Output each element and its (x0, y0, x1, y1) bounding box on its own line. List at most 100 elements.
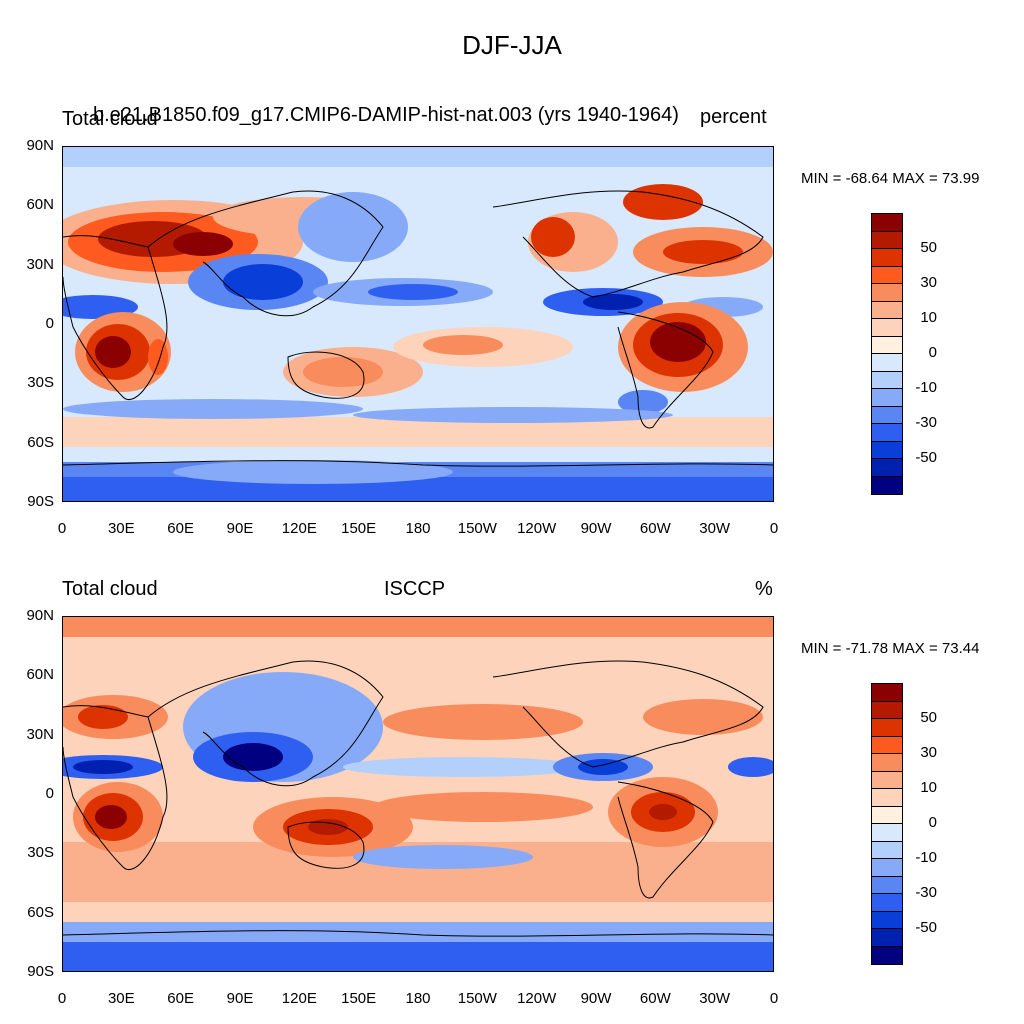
y-tick-label: 0 (45, 785, 54, 802)
y-tick-label: 60N (26, 196, 54, 214)
contour-map (62, 616, 774, 972)
x-tick-label: 120W (517, 990, 557, 1007)
colorbar-swatch (872, 719, 902, 737)
x-tick-label: 60E (167, 990, 194, 1007)
colorbar-swatch (872, 929, 902, 947)
x-tick-label: 90W (580, 520, 612, 537)
x-tick-label: 180 (405, 990, 431, 1007)
colorbar-label: 50 (920, 239, 937, 256)
colorbar-swatch (872, 946, 902, 964)
x-axis-labels: 0 30E 60E 90E 120E 150E 180 150W 120W 90W 60W 30W 0 (58, 990, 778, 1010)
colorbar-swatch (872, 336, 902, 354)
colorbar-swatch (872, 354, 902, 372)
colorbar-swatch (872, 684, 902, 702)
colorbar-labels: 50 30 10 0 -10 -30 -50 (905, 683, 945, 965)
colorbar-swatch (872, 771, 902, 789)
x-tick-label: 0 (57, 990, 67, 1007)
colorbar-swatch (872, 301, 902, 319)
y-tick-label: 90N (26, 137, 54, 154)
colorbar-swatch (872, 859, 902, 877)
colorbar-swatch (872, 214, 902, 232)
colorbar-label: 10 (920, 779, 937, 796)
panel-right-title: % (755, 578, 773, 600)
min-max-label: MIN = -71.78 MAX = 73.44 (801, 640, 980, 657)
y-axis-labels: 90N 60N 30N 0 30S 60S 90S (0, 607, 58, 980)
colorbar-label: -10 (915, 379, 937, 396)
colorbar (871, 683, 903, 965)
x-tick-label: 180 (405, 520, 431, 537)
colorbar-swatch (872, 319, 902, 337)
colorbar-label: 0 (928, 344, 937, 361)
y-tick-label: 30N (26, 725, 54, 743)
x-tick-label: 30E (107, 520, 135, 537)
colorbar-swatch (872, 459, 902, 477)
colorbar-label: -30 (915, 414, 937, 431)
x-tick-label: 60W (639, 990, 671, 1007)
x-tick-label: 120E (281, 520, 317, 537)
y-tick-label: 90S (27, 963, 54, 980)
x-tick-label: 0 (57, 520, 67, 537)
colorbar-swatch (872, 249, 902, 267)
x-tick-label: 120E (281, 990, 317, 1007)
min-max-label: MIN = -68.64 MAX = 73.99 (801, 170, 980, 187)
colorbar-label: -50 (915, 449, 937, 466)
y-tick-label: 90N (26, 607, 54, 624)
x-tick-label: 90E (226, 990, 254, 1007)
colorbar-swatch (872, 389, 902, 407)
contour-map-svg (63, 147, 773, 501)
colorbar-label: -10 (915, 849, 937, 866)
colorbar-swatch (872, 371, 902, 389)
x-tick-label: 90E (226, 520, 254, 537)
contour-map-svg (63, 617, 773, 971)
x-tick-label: 150E (341, 520, 377, 537)
panel-right-title: percent (700, 106, 767, 128)
y-axis-labels: 90N 60N 30N 0 30S 60S 90S (0, 137, 58, 510)
contour-map (62, 146, 774, 502)
y-tick-label: 60N (26, 666, 54, 684)
x-tick-label: 150W (457, 520, 497, 537)
y-tick-label: 30N (26, 255, 54, 273)
panel-left-title: Total cloud (62, 108, 158, 130)
colorbar-swatch (872, 789, 902, 807)
colorbar-swatch (872, 736, 902, 754)
x-tick-label: 30E (107, 990, 135, 1007)
y-tick-label: 90S (27, 493, 54, 510)
colorbar-swatch (872, 231, 902, 249)
x-tick-label: 90W (580, 990, 612, 1007)
colorbar-swatch (872, 841, 902, 859)
x-tick-label: 30W (699, 520, 731, 537)
x-tick-label: 30W (699, 990, 731, 1007)
y-tick-label: 0 (45, 315, 54, 332)
colorbar-label: 50 (920, 709, 937, 726)
y-tick-label: 30S (27, 374, 54, 392)
colorbar-label: -50 (915, 919, 937, 936)
colorbar-label: 30 (920, 744, 937, 761)
colorbar-swatch (872, 911, 902, 929)
y-tick-label: 60S (27, 433, 54, 451)
y-tick-label: 30S (27, 844, 54, 862)
colorbar (871, 213, 903, 495)
x-tick-label: 150W (457, 990, 497, 1007)
x-tick-label: 150E (341, 990, 377, 1007)
colorbar-swatch (872, 441, 902, 459)
colorbar-swatch (872, 754, 902, 772)
x-tick-label: 120W (517, 520, 557, 537)
colorbar-label: 10 (920, 309, 937, 326)
colorbar-swatch (872, 266, 902, 284)
colorbar-swatch (872, 806, 902, 824)
x-tick-label: 60W (639, 520, 671, 537)
figure-title: DJF-JJA (462, 30, 562, 60)
panel-center-title: ISCCP (384, 578, 446, 600)
colorbar-swatch (872, 824, 902, 842)
colorbar-swatch (872, 476, 902, 494)
panel-left-title: Total cloud (62, 578, 158, 600)
colorbar-swatch (872, 406, 902, 424)
x-axis-labels: 0 30E 60E 90E 120E 150E 180 150W 120W 90W 60W 30W 0 (58, 520, 778, 540)
y-tick-label: 60S (27, 903, 54, 921)
colorbar-label: -30 (915, 884, 937, 901)
x-tick-label: 0 (769, 990, 779, 1007)
colorbar-swatch (872, 876, 902, 894)
colorbar-label: 30 (920, 274, 937, 291)
x-tick-label: 0 (769, 520, 779, 537)
colorbar-swatch (872, 284, 902, 302)
